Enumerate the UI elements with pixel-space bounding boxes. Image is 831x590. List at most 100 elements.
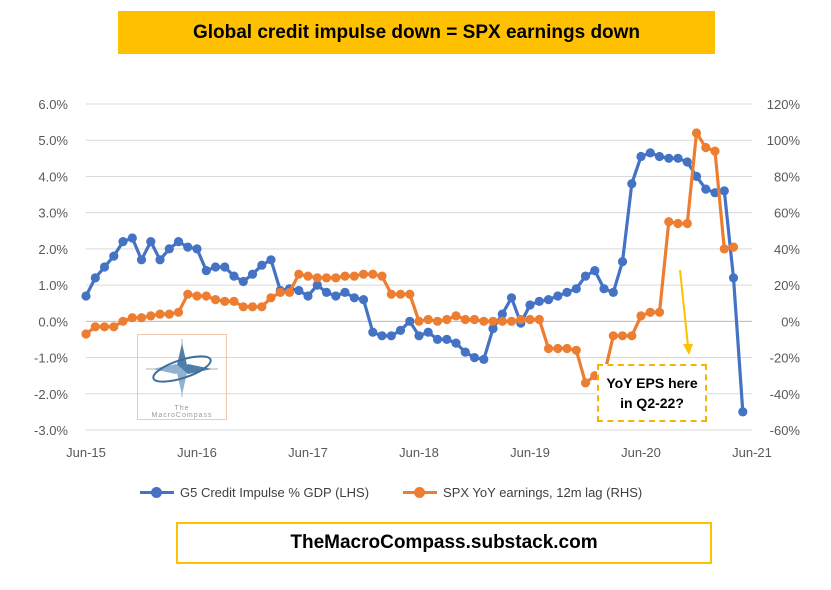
data-point-1 xyxy=(90,322,100,332)
data-point-1 xyxy=(423,314,433,325)
data-point-0 xyxy=(312,280,322,290)
data-point-0 xyxy=(719,186,729,196)
data-point-0 xyxy=(673,153,683,163)
data-point-1 xyxy=(303,271,313,281)
data-point-1 xyxy=(229,296,239,306)
x-tick-label: Jun-15 xyxy=(66,445,106,460)
callout-line-1: YoY EPS here xyxy=(606,375,698,391)
data-point-1 xyxy=(127,313,137,323)
data-point-0 xyxy=(395,325,406,335)
data-point-0 xyxy=(701,184,711,194)
data-point-1 xyxy=(368,269,378,279)
data-point-1 xyxy=(109,322,119,332)
data-point-0 xyxy=(479,354,489,364)
y-right-tick-label: -40% xyxy=(770,387,801,402)
data-point-1 xyxy=(432,316,443,326)
data-point-0 xyxy=(266,255,276,265)
data-point-1 xyxy=(220,296,230,306)
data-point-1 xyxy=(331,273,341,283)
data-point-1 xyxy=(636,311,646,321)
data-point-1 xyxy=(617,331,628,341)
data-point-0 xyxy=(155,255,165,265)
data-point-0 xyxy=(534,296,544,306)
callout-arrow-line xyxy=(679,269,689,347)
data-point-1 xyxy=(395,289,406,299)
chart-title-banner: Global credit impulse down = SPX earning… xyxy=(118,11,715,54)
data-point-0 xyxy=(590,266,600,276)
chart-legend: G5 Credit Impulse % GDP (LHS) SPX YoY ea… xyxy=(140,482,720,502)
footer-url: TheMacroCompass.substack.com xyxy=(290,532,598,553)
y-right-tick-label: 120% xyxy=(767,97,801,112)
data-point-0 xyxy=(164,244,174,254)
y-right-tick-label: 0% xyxy=(781,314,800,329)
data-point-1 xyxy=(664,217,674,227)
data-point-1 xyxy=(146,311,156,321)
data-point-1 xyxy=(164,309,174,319)
data-point-1 xyxy=(155,309,165,319)
y-right-tick-label: 80% xyxy=(774,169,800,184)
data-point-1 xyxy=(386,289,396,299)
data-point-1 xyxy=(469,314,480,325)
data-point-0 xyxy=(469,353,480,363)
data-point-1 xyxy=(275,287,285,297)
data-point-0 xyxy=(201,266,211,276)
data-point-0 xyxy=(340,287,350,297)
data-point-1 xyxy=(173,307,184,317)
data-point-0 xyxy=(414,331,424,341)
data-point-0 xyxy=(553,291,563,301)
data-point-0 xyxy=(617,257,628,267)
data-point-1 xyxy=(247,302,258,312)
data-point-1 xyxy=(497,316,507,326)
data-point-1 xyxy=(728,242,739,252)
data-point-0 xyxy=(257,260,267,270)
data-point-1 xyxy=(192,291,202,301)
data-point-0 xyxy=(210,262,221,272)
data-point-0 xyxy=(636,151,646,162)
macro-compass-logo: The MacroCompass xyxy=(137,334,227,420)
data-point-0 xyxy=(358,295,369,305)
y-left-tick-label: 0.0% xyxy=(38,314,68,329)
data-point-0 xyxy=(562,287,572,297)
data-point-1 xyxy=(479,316,489,326)
data-point-1 xyxy=(701,142,711,153)
data-point-1 xyxy=(442,314,452,325)
chart-title: Global credit impulse down = SPX earning… xyxy=(192,21,641,43)
data-point-0 xyxy=(321,287,332,297)
data-point-0 xyxy=(173,237,184,247)
data-point-0 xyxy=(627,179,637,189)
data-point-0 xyxy=(423,327,433,337)
data-point-0 xyxy=(247,269,258,279)
legend-label-credit-impulse: G5 Credit Impulse % GDP (LHS) xyxy=(180,484,370,500)
data-point-0 xyxy=(571,284,581,294)
data-point-0 xyxy=(442,334,452,344)
data-point-0 xyxy=(90,273,100,283)
data-point-1 xyxy=(608,331,618,341)
legend-swatch-blue xyxy=(140,485,174,499)
data-point-1 xyxy=(321,273,332,283)
data-point-0 xyxy=(451,338,461,348)
data-point-0 xyxy=(728,273,739,283)
data-point-1 xyxy=(210,295,221,305)
logo-line-2: MacroCompass xyxy=(151,412,213,419)
data-point-0 xyxy=(146,237,156,247)
data-point-1 xyxy=(645,307,655,317)
y-left-tick-label: 6.0% xyxy=(38,97,68,112)
data-point-0 xyxy=(580,271,591,281)
legend-swatch-orange xyxy=(403,485,438,499)
data-point-1 xyxy=(710,146,720,156)
data-point-0 xyxy=(460,347,470,357)
data-point-1 xyxy=(719,244,729,254)
data-point-0 xyxy=(81,291,91,301)
data-point-1 xyxy=(201,291,211,301)
y-right-tick-label: 100% xyxy=(767,133,801,148)
data-point-0 xyxy=(664,153,674,163)
legend-item-credit-impulse: G5 Credit Impulse % GDP (LHS) xyxy=(140,485,369,500)
data-point-1 xyxy=(534,314,544,325)
y-left-tick-label: 4.0% xyxy=(38,169,68,184)
data-point-0 xyxy=(691,171,702,181)
data-point-0 xyxy=(525,300,535,310)
data-point-1 xyxy=(340,271,350,281)
data-point-1 xyxy=(562,343,572,354)
callout-line-2: in Q2-22? xyxy=(620,395,684,411)
